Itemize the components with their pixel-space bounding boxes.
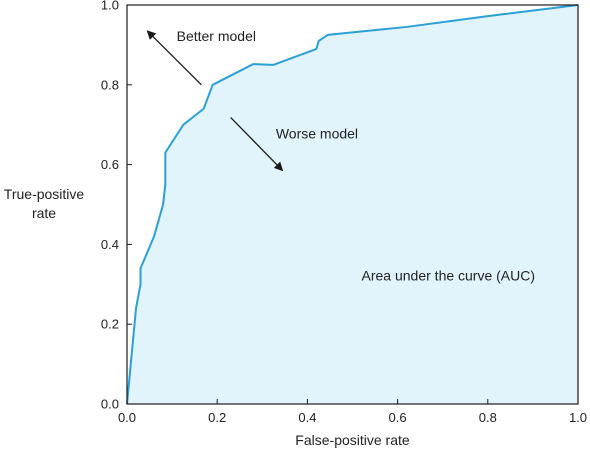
- plot-area: [126, 4, 579, 405]
- y-tick-label: 0.0: [101, 397, 119, 412]
- annotation-arrow: [146, 30, 202, 86]
- annotation-label: Better model: [177, 28, 256, 44]
- x-tick-label: 0.0: [118, 410, 136, 425]
- x-tick-label: 0.2: [208, 410, 226, 425]
- y-tick-label: 0.2: [101, 317, 119, 332]
- y-tick-label: 0.4: [101, 237, 119, 252]
- auc-area: [127, 5, 578, 404]
- x-tick-label: 1.0: [569, 410, 587, 425]
- roc-curve-line: [126, 4, 579, 405]
- y-tick-label: 0.6: [101, 157, 119, 172]
- y-tick-label: 0.8: [101, 77, 119, 92]
- y-tick-label: 1.0: [101, 0, 119, 13]
- annotation-label: Worse model: [276, 126, 358, 142]
- x-tick-label: 0.8: [479, 410, 497, 425]
- axes: 0.0 0.2 0.4 0.6 0.8 1.0 0.0 0.2 0.4 0.6 0.8 1.0: [101, 0, 587, 425]
- annotation-label: Area under the curve (AUC): [362, 267, 536, 283]
- annotation-arrow: [230, 117, 284, 172]
- annotation-layer: Better model Worse model Area under the cu…: [146, 28, 536, 283]
- x-tick-label: 0.4: [298, 410, 316, 425]
- x-tick-label: 0.6: [389, 410, 407, 425]
- x-axis-title: False-positive rate: [295, 432, 410, 448]
- plot-frame: [126, 4, 579, 405]
- y-axis-title-line-1: True-positive: [4, 186, 85, 202]
- y-axis-title-line-2: rate: [32, 205, 56, 221]
